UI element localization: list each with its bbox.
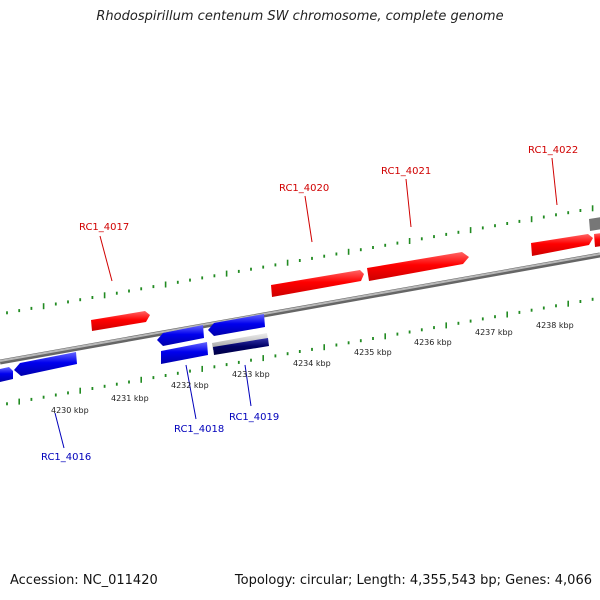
genome-stats-text: Topology: circular; Length: 4,355,543 bp…	[234, 573, 592, 588]
scale-label-4231: 4231 kbp	[111, 394, 149, 403]
gene-rc1-4019-b[interactable]	[213, 338, 269, 355]
gene-rc1-4018[interactable]	[157, 325, 204, 346]
gene-labels: RC1_4017 RC1_4020 RC1_4021 RC1_4022 RC1_…	[41, 145, 578, 463]
gene-rc1-4019[interactable]	[208, 314, 265, 336]
scale-labels: 4230 kbp 4231 kbp 4232 kbp 4233 kbp 4234…	[51, 321, 574, 415]
gene-label-rc1-4022: RC1_4022	[528, 145, 578, 156]
upper-tick-track	[6, 205, 594, 315]
gene-gray-partial	[589, 217, 600, 231]
gene-label-rc1-4020: RC1_4020	[279, 183, 329, 194]
scale-label-4235: 4235 kbp	[354, 348, 392, 357]
gene-rc1-4021[interactable]	[367, 252, 469, 281]
gene-label-rc1-4017: RC1_4017	[79, 222, 129, 233]
scale-label-4233: 4233 kbp	[232, 370, 270, 379]
gene-rc1-4018-b[interactable]	[161, 342, 208, 364]
gene-label-rc1-4019: RC1_4019	[229, 412, 279, 423]
forward-genes	[91, 217, 600, 331]
scale-label-4234: 4234 kbp	[293, 359, 331, 368]
scale-label-4230: 4230 kbp	[51, 406, 89, 415]
scale-label-4237: 4237 kbp	[475, 328, 513, 337]
genome-title: Rhodospirillum centenum SW chromosome, c…	[96, 9, 504, 24]
gene-rc1-4016[interactable]	[14, 352, 77, 376]
lower-tick-track	[6, 297, 594, 406]
gene-rc1-4022[interactable]	[531, 234, 593, 256]
gene-label-rc1-4018: RC1_4018	[174, 424, 224, 435]
gene-label-rc1-4016: RC1_4016	[41, 452, 91, 463]
reverse-genes	[0, 314, 269, 382]
gene-rc1-4023-partial[interactable]	[594, 233, 600, 247]
gene-rc1-4020[interactable]	[271, 270, 364, 297]
gene-partial-left[interactable]	[0, 367, 13, 382]
scale-label-4238: 4238 kbp	[536, 321, 574, 330]
accession-text: Accession: NC_011420	[10, 573, 158, 588]
scale-label-4232: 4232 kbp	[171, 381, 209, 390]
gene-label-rc1-4021: RC1_4021	[381, 166, 431, 177]
scale-label-4236: 4236 kbp	[414, 338, 452, 347]
chromosome-backbone-highlight	[0, 253, 600, 362]
gene-rc1-4017[interactable]	[91, 311, 150, 331]
label-leaders	[54, 157, 558, 449]
